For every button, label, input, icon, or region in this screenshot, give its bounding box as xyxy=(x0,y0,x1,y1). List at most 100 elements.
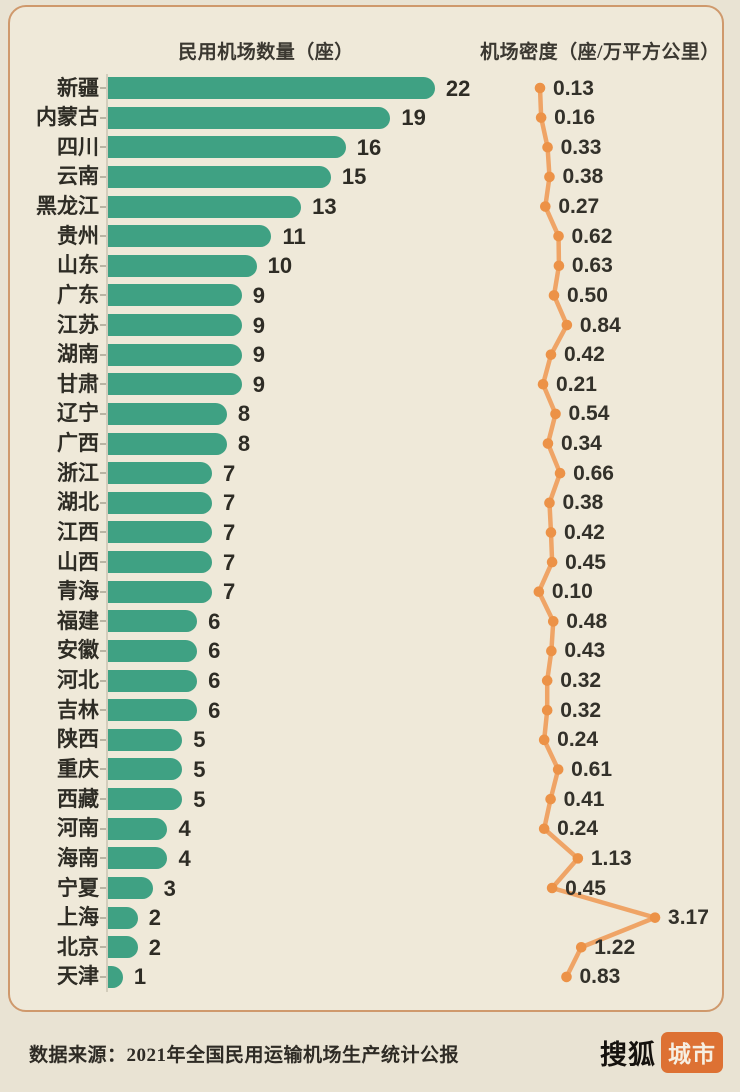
airport-count-label: 7 xyxy=(223,549,236,575)
airport-count-bar xyxy=(108,847,168,870)
airport-count-bar xyxy=(108,610,198,633)
axis-tick xyxy=(100,264,106,267)
density-value-label: 0.38 xyxy=(562,165,604,189)
axis-tick xyxy=(100,353,106,356)
airport-count-label: 2 xyxy=(148,934,161,960)
airport-count-bar xyxy=(108,462,213,485)
airport-count-label: 10 xyxy=(267,253,293,279)
density-dot xyxy=(538,823,550,835)
province-label: 浙江 xyxy=(57,461,99,485)
province-label: 湖南 xyxy=(57,343,99,367)
province-label: 青海 xyxy=(57,580,99,604)
airport-count-label: 4 xyxy=(178,816,191,842)
province-label: 天津 xyxy=(57,965,99,989)
airport-count-label: 9 xyxy=(252,312,265,338)
province-label: 山东 xyxy=(57,254,99,278)
province-label: 江西 xyxy=(57,520,99,544)
density-value-label: 0.27 xyxy=(558,195,600,219)
density-dot xyxy=(538,734,550,746)
density-value-label: 0.62 xyxy=(571,224,613,248)
axis-tick xyxy=(100,501,106,504)
airport-count-bar xyxy=(108,136,346,159)
province-label: 云南 xyxy=(57,165,99,189)
density-value-label: 0.45 xyxy=(565,550,606,574)
airport-count-label: 9 xyxy=(252,371,265,397)
airport-count-label: 5 xyxy=(193,756,206,782)
airport-count-label: 7 xyxy=(223,579,236,605)
axis-tick xyxy=(100,709,106,712)
airport-count-bar xyxy=(108,728,183,751)
airport-count-label: 6 xyxy=(208,697,221,723)
density-dot xyxy=(534,82,546,94)
airport-count-bar xyxy=(108,580,213,603)
density-value-label: 0.66 xyxy=(573,461,614,485)
province-label: 辽宁 xyxy=(57,402,99,426)
axis-tick xyxy=(100,679,106,682)
airport-count-bar xyxy=(108,343,242,366)
axis-tick xyxy=(100,561,106,564)
axis-tick xyxy=(100,768,106,771)
density-dot xyxy=(550,408,561,420)
airport-count-label: 15 xyxy=(341,164,367,190)
axis-tick xyxy=(100,590,106,593)
axis-tick xyxy=(100,946,106,949)
density-dot xyxy=(552,764,564,775)
density-value-label: 0.21 xyxy=(556,372,597,396)
density-value-label: 0.42 xyxy=(563,520,605,544)
airport-count-label: 6 xyxy=(208,638,221,664)
province-label: 海南 xyxy=(57,846,99,870)
city-logo-badge: 城市 xyxy=(661,1031,723,1073)
axis-tick xyxy=(100,205,106,208)
province-label: 宁夏 xyxy=(57,876,99,900)
density-value-label: 0.38 xyxy=(562,491,604,515)
airport-count-label: 6 xyxy=(208,668,221,694)
airport-count-bar xyxy=(108,669,198,692)
density-dot xyxy=(533,586,545,598)
density-dot xyxy=(561,971,572,983)
density-dot xyxy=(546,645,557,657)
airport-count-bar xyxy=(108,758,183,781)
density-value-label: 0.32 xyxy=(560,698,602,722)
density-value-label: 0.45 xyxy=(565,876,606,900)
province-label: 广东 xyxy=(57,283,99,307)
density-dot xyxy=(544,171,555,183)
airport-count-label: 8 xyxy=(237,431,251,457)
axis-tick xyxy=(100,531,106,534)
province-label: 上海 xyxy=(57,906,99,930)
density-dot xyxy=(542,438,554,449)
density-value-label: 0.34 xyxy=(560,432,602,456)
density-dot xyxy=(572,853,584,864)
density-dot xyxy=(540,201,551,212)
airport-count-bar xyxy=(108,106,391,129)
axis-tick xyxy=(100,857,106,860)
density-value-label: 0.10 xyxy=(551,580,593,604)
axis-tick xyxy=(100,442,106,445)
airport-count-label: 11 xyxy=(282,223,306,249)
density-column-title: 机场密度（座/万平方公里） xyxy=(480,42,720,63)
density-value-label: 0.54 xyxy=(568,402,610,426)
bar-column-title: 民用机场数量（座） xyxy=(178,42,354,63)
density-value-label: 0.41 xyxy=(563,787,605,811)
density-dot xyxy=(546,556,558,568)
density-dot xyxy=(546,882,558,894)
airport-count-label: 7 xyxy=(223,490,236,516)
airport-count-label: 2 xyxy=(148,905,161,931)
bar-axis-line xyxy=(106,74,108,992)
province-label: 安徽 xyxy=(57,639,99,663)
province-label: 内蒙古 xyxy=(36,106,99,130)
density-value-label: 0.24 xyxy=(557,728,599,752)
province-label: 湖北 xyxy=(57,491,99,515)
density-dot xyxy=(537,379,549,390)
density-value-label: 0.16 xyxy=(554,106,596,130)
density-value-label: 0.24 xyxy=(557,817,599,841)
airport-count-bar xyxy=(108,373,242,396)
density-dot xyxy=(544,497,555,509)
airport-count-label: 13 xyxy=(312,194,337,220)
province-label: 四川 xyxy=(57,135,99,159)
province-label: 西藏 xyxy=(57,787,99,811)
province-label: 重庆 xyxy=(57,757,99,781)
airport-count-bar xyxy=(108,551,213,574)
density-value-label: 0.33 xyxy=(560,135,602,159)
density-dot xyxy=(553,260,565,272)
